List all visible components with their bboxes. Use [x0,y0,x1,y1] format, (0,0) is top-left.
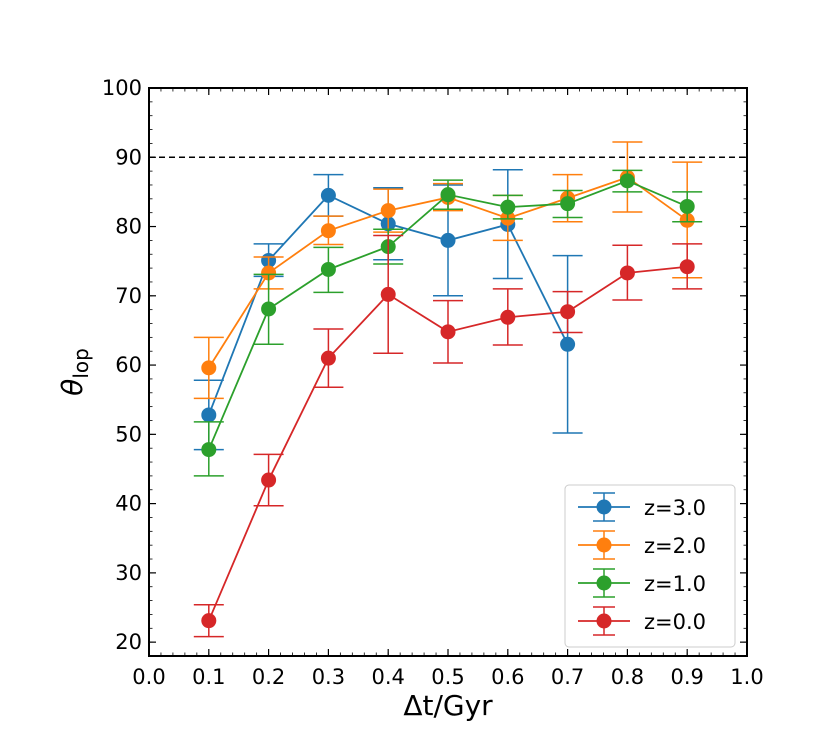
data-point-z=3.0 [320,187,336,203]
y-tick-label: 100 [102,76,142,100]
y-tick-label: 80 [115,215,142,239]
x-tick-label: 0.1 [192,665,225,689]
data-point-z=0.0 [261,472,277,488]
x-tick-label: 0.2 [252,665,285,689]
x-tick-label: 0.0 [132,665,165,689]
legend-label: z=1.0 [644,572,706,596]
x-tick-label: 0.9 [670,665,703,689]
legend-label: z=3.0 [644,496,706,520]
data-point-z=3.0 [201,407,217,423]
x-tick-label: 0.3 [312,665,345,689]
y-tick-label: 70 [115,284,142,308]
series-layer [193,141,703,638]
data-point-z=1.0 [261,301,277,317]
y-tick-label: 20 [115,630,142,654]
legend-marker-z=3.0 [596,499,612,515]
y-tick-label: 30 [115,561,142,585]
x-tick-label: 0.7 [551,665,584,689]
data-point-z=0.0 [619,265,635,281]
data-point-z=1.0 [619,173,635,189]
data-point-z=1.0 [560,196,576,212]
data-point-z=1.0 [320,261,336,277]
data-point-z=3.0 [560,336,576,352]
legend: z=3.0 z=2.0 z=1.0 z=0.0 [564,484,736,648]
legend-label: z=0.0 [644,610,706,634]
legend-marker-z=2.0 [596,537,612,553]
data-point-z=0.0 [380,286,396,302]
data-point-z=2.0 [380,203,396,219]
data-point-z=0.0 [679,259,695,275]
data-point-z=2.0 [261,265,277,281]
data-point-z=0.0 [201,613,217,629]
y-axis-symbol: θ [56,379,89,396]
legend-marker-z=0.0 [596,613,612,629]
y-tick-label: 40 [115,492,142,516]
data-point-z=1.0 [440,187,456,203]
data-point-z=1.0 [500,199,516,215]
y-tick-label: 60 [115,353,142,377]
data-point-z=1.0 [679,198,695,214]
x-tick-label: 0.5 [431,665,464,689]
axis-ticks: 0.0 0.1 0.2 0.3 0.4 0.5 0.6 0.7 0.8 0.9 1.0 20 30 40 5… [102,76,764,689]
data-point-z=0.0 [500,309,516,325]
data-point-z=0.0 [320,350,336,366]
legend-label: z=2.0 [644,534,706,558]
y-tick-label: 50 [115,422,142,446]
y-axis-subscript: lop [69,348,93,379]
legend-marker-z=1.0 [596,575,612,591]
data-point-z=2.0 [201,360,217,376]
x-tick-label: 1.0 [730,665,763,689]
data-point-z=0.0 [440,324,456,340]
x-tick-label: 0.4 [371,665,404,689]
data-point-z=1.0 [201,442,217,458]
data-point-z=0.0 [560,304,576,320]
x-axis-title: Δt/Gyr [403,689,493,722]
y-axis-title: θlop [56,348,93,396]
data-point-z=2.0 [320,223,336,239]
x-tick-label: 0.6 [491,665,524,689]
data-point-z=3.0 [440,232,456,248]
x-tick-label: 0.8 [611,665,644,689]
y-tick-label: 90 [115,145,142,169]
